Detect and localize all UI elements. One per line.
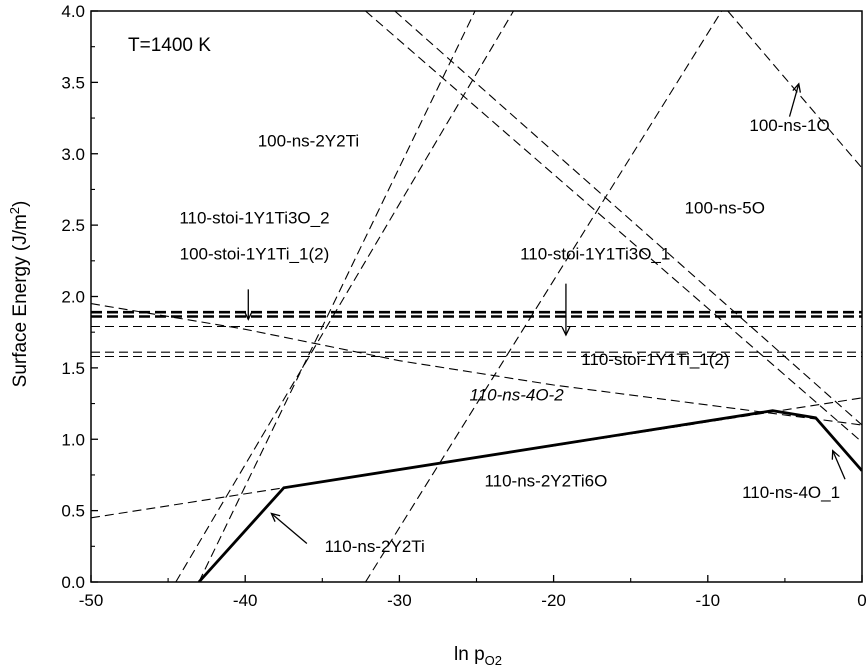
annotation-arrows — [243, 82, 846, 544]
x-axis-label-subscript: O2 — [485, 653, 502, 668]
y-axis-label-superscript: 2 — [7, 207, 22, 214]
y-tick-label: 3.5 — [61, 73, 85, 92]
annotations: 100-ns-2Y2Ti 110-stoi-1Y1Ti3O_2 100-stoi-1… — [179, 116, 840, 556]
series-envelope — [197, 409, 862, 582]
annotation-arrow — [243, 289, 253, 321]
x-axis-label-main: ln p — [454, 644, 485, 665]
series-110-ns-2y2ti — [198, 11, 476, 582]
annotation-arrow — [561, 283, 571, 337]
annotation-110-ns-4o-1: 110-ns-4O_1 — [742, 483, 840, 502]
series-100-ns-2y2ti — [175, 11, 514, 582]
y-axis-ticks: 0.0 0.5 1.0 1.5 2.0 2.5 3.0 3.5 4.0 — [61, 2, 98, 592]
x-tick-label: -40 — [233, 591, 258, 610]
x-tick-label: -10 — [696, 591, 721, 610]
series-110-ns-4o-1 — [365, 11, 723, 582]
y-tick-label: 2.0 — [61, 288, 85, 307]
annotation-110-stoi-1y1ti3o-2: 110-stoi-1Y1Ti3O_2 — [179, 209, 329, 228]
y-tick-label: 1.0 — [61, 430, 85, 449]
annotation-110-ns-4o-2: 110-ns-4O-2 — [469, 386, 564, 405]
annotation-100-stoi-1y1ti-1-2: 100-stoi-1Y1Ti_1(2) — [180, 244, 330, 263]
x-axis-ticks: -50 -40 -30 -20 -10 0 — [79, 575, 866, 610]
y-tick-label: 1.5 — [61, 359, 85, 378]
annotation-110-stoi-1y1ti-1-2: 110-stoi-1Y1Ti_1(2) — [581, 350, 729, 369]
y-axis-label-close: ) — [10, 201, 31, 207]
annotation-100-ns-2y2ti: 100-ns-2Y2Ti — [258, 132, 359, 151]
series-100-ns-1o — [727, 11, 862, 169]
x-tick-label: -50 — [79, 591, 104, 610]
annotation-arrow — [270, 512, 308, 544]
y-tick-label: 2.5 — [61, 216, 85, 235]
annotation-arrow — [788, 82, 801, 117]
annotation-arrow — [831, 449, 846, 480]
annotation-110-ns-2y2ti6o: 110-ns-2Y2Ti6O — [484, 471, 607, 490]
condition-label: T=1400 K — [128, 35, 211, 56]
series-100-ns-5o-a — [365, 11, 862, 443]
series-lines — [91, 11, 862, 582]
y-tick-label: 4.0 — [61, 2, 85, 21]
y-axis-label: Surface Energy (J/m2) — [7, 201, 31, 388]
annotation-110-ns-2y2ti: 110-ns-2Y2Ti — [325, 537, 425, 556]
x-tick-label: -30 — [387, 591, 412, 610]
y-axis-label-main: Surface Energy (J/m — [10, 214, 31, 387]
y-tick-label: 3.0 — [61, 145, 85, 164]
x-tick-label: 0 — [857, 591, 866, 610]
y-tick-label: 0.0 — [61, 573, 85, 592]
annotation-110-stoi-1y1ti3o-1: 110-stoi-1Y1Ti3O_1 — [520, 244, 670, 263]
series-110-ns-4o-2 — [91, 303, 862, 426]
annotation-100-ns-1o: 100-ns-1O — [749, 116, 829, 135]
x-tick-label: -20 — [541, 591, 566, 610]
x-axis-label: ln pO2 — [454, 644, 502, 668]
annotation-100-ns-5o: 100-ns-5O — [685, 199, 765, 218]
y-tick-label: 0.5 — [61, 502, 85, 521]
